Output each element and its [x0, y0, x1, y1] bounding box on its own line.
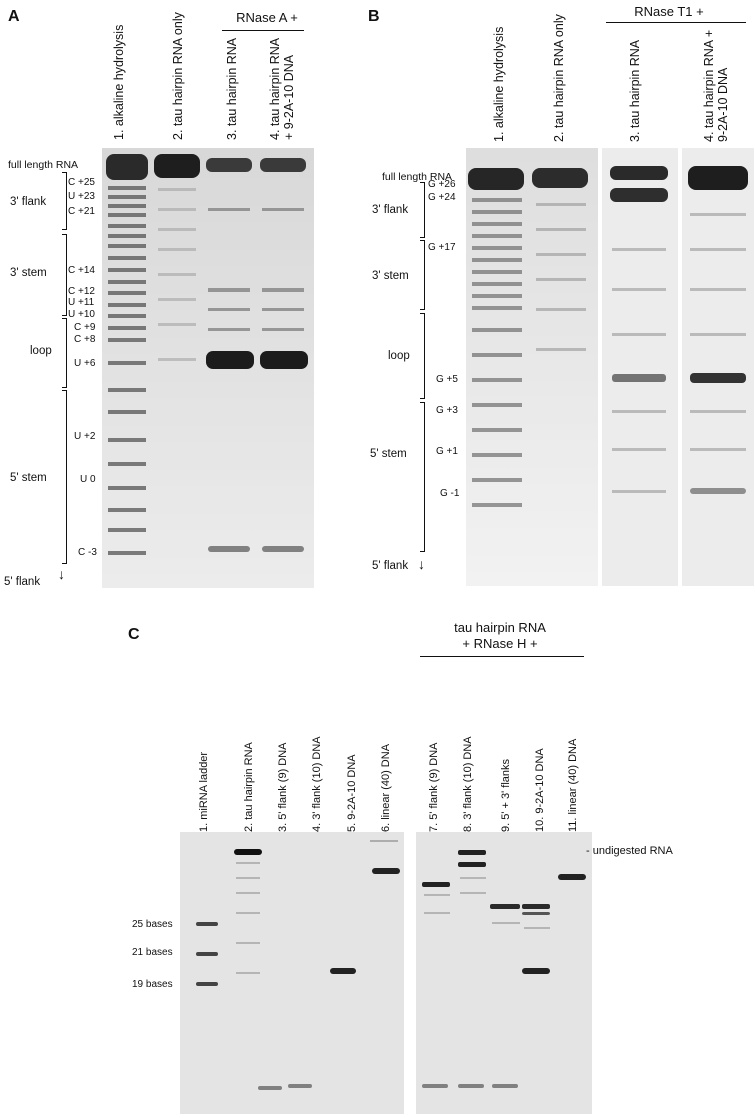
panel-a-band-label: U +10: [68, 309, 95, 320]
panel-a-bracket-loop: [62, 318, 67, 388]
panel-b-band-label: G +3: [436, 405, 458, 416]
panel-b-lane-3-label: 3. tau hairpin RNA: [628, 39, 642, 142]
panel-b-gel-lane-4: [682, 148, 754, 586]
panel-a-gel: [102, 148, 314, 588]
panel-c-group-title-line-2: + RNase H +: [462, 636, 538, 651]
panel-c-lane-label: 3. 5' flank (9) DNA: [277, 742, 289, 832]
panel-c-lane-label: 9. 5' + 3' flanks: [500, 759, 512, 832]
panel-a-group-title: RNase A +: [236, 10, 298, 25]
panel-a-region-5-stem: 5' stem: [10, 472, 47, 484]
panel-a-region-3-stem: 3' stem: [10, 267, 47, 279]
panel-a-band-label: C -3: [78, 547, 97, 558]
panel-c-marker-label: 19 bases: [132, 979, 173, 990]
panel-a-lane-4-line-1: 4. tau hairpin RNA: [268, 37, 282, 140]
panel-c-undigested-label: - undigested RNA: [586, 845, 673, 857]
panel-c-group-line: [420, 656, 584, 657]
panel-b-bracket-3-flank: [420, 182, 425, 238]
panel-a-lane-1-label: 1. alkaline hydrolysis: [112, 24, 126, 140]
panel-b-arrow-icon: ↓: [418, 556, 425, 572]
panel-a-lane-3-label: 3. tau hairpin RNA: [225, 37, 239, 140]
panel-c-marker-label: 21 bases: [132, 947, 173, 958]
panel-b-bracket-3-stem: [420, 240, 425, 310]
panel-a-band-label: C +21: [68, 206, 95, 217]
panel-b-band-label: G +17: [428, 242, 456, 253]
panel-b-band-label: G +24: [428, 192, 456, 203]
panel-c-marker-label: 25 bases: [132, 919, 173, 930]
panel-a-band-label: C +8: [74, 334, 96, 345]
panel-c-lane-label: 7. 5' flank (9) DNA: [428, 742, 440, 832]
panel-a-group-line: [222, 30, 304, 31]
panel-a-lane-2-label: 2. tau hairpin RNA only: [171, 12, 185, 140]
panel-c-lane-label: 8. 3' flank (10) DNA: [462, 736, 474, 832]
panel-b-region-loop: loop: [388, 350, 410, 362]
panel-b-group-title: RNase T1 +: [634, 4, 704, 19]
panel-a-band-label: C +14: [68, 265, 95, 276]
panel-a-band-label: U +2: [74, 431, 96, 442]
panel-c-lane-label: 5. 9-2A-10 DNA: [346, 754, 358, 832]
panel-a-arrow-icon: ↓: [58, 566, 65, 582]
panel-c-lane-label: 6. linear (40) DNA: [380, 743, 392, 832]
panel-a-bracket-5-stem: [62, 390, 67, 564]
panel-b-lane-1-label: 1. alkaline hydrolysis: [492, 26, 506, 142]
panel-a-region-loop: loop: [30, 345, 52, 357]
panel-a-band-label: U +23: [68, 191, 95, 202]
panel-b-letter: B: [368, 8, 380, 25]
panel-a-lane-4-line-2: + 9-2A-10 DNA: [282, 54, 296, 140]
panel-a-region-5-flank: 5' flank: [4, 576, 41, 588]
panel-c-group-title-line-1: tau hairpin RNA: [454, 620, 546, 635]
panel-a-band-label: U +11: [68, 297, 95, 308]
panel-b-band-label: G +5: [436, 374, 458, 385]
panel-b-gel-left: [466, 148, 598, 586]
panel-c-lane-label: 11. linear (40) DNA: [567, 738, 579, 832]
panel-a-letter: A: [8, 8, 20, 25]
panel-b-region-3-flank: 3' flank: [372, 204, 409, 216]
panel-b-lane-4-line-1: 4. tau hairpin RNA +: [702, 29, 716, 142]
panel-a-lane-4-label: 4. tau hairpin RNA + 9-2A-10 DNA: [268, 38, 296, 140]
panel-a-bracket-3-flank: [62, 172, 67, 230]
panel-c-letter: C: [128, 626, 140, 643]
panel-b-region-5-flank: 5' flank: [372, 560, 409, 572]
panel-b-group-line: [606, 22, 746, 23]
panel-b-bracket-loop: [420, 313, 425, 399]
panel-a-band-label: C +12: [68, 286, 95, 297]
panel-c-lane-label: 4. 3' flank (10) DNA: [311, 736, 323, 832]
panel-a-band-label: U 0: [80, 474, 96, 485]
panel-c-lane-label: 10. 9-2A-10 DNA: [534, 748, 546, 832]
panel-b-lane-2-label: 2. tau hairpin RNA only: [552, 14, 566, 142]
panel-b-bracket-5-stem: [420, 402, 425, 552]
panel-b-region-5-stem: 5' stem: [370, 448, 407, 460]
panel-c-lane-label: 1. miRNA ladder: [198, 751, 210, 832]
panel-b-lane-4-line-2: 9-2A-10 DNA: [716, 67, 730, 142]
panel-b-gel-lane-3: [602, 148, 678, 586]
panel-b-region-3-stem: 3' stem: [372, 270, 409, 282]
panel-b-full-length-label: full length RNA: [382, 171, 453, 183]
panel-c-lane-label: 2. tau hairpin RNA: [243, 742, 255, 832]
panel-a-band-label: C +25: [68, 177, 95, 188]
panel-b-band-label: G +26: [428, 179, 456, 190]
panel-a-region-3-flank: 3' flank: [10, 196, 47, 208]
panel-a-band-label: U +6: [74, 358, 96, 369]
panel-a-band-label: C +9: [74, 322, 96, 333]
panel-a-full-length-label: full length RNA: [8, 159, 79, 171]
panel-a-bracket-3-stem: [62, 234, 67, 316]
panel-b-band-label: G +1: [436, 446, 458, 457]
panel-c-gel-left: [180, 832, 404, 1114]
panel-c-gel-right: [416, 832, 592, 1114]
panel-b-lane-4-label: 4. tau hairpin RNA + 9-2A-10 DNA: [702, 30, 730, 142]
panel-b-band-label: G -1: [440, 488, 460, 499]
